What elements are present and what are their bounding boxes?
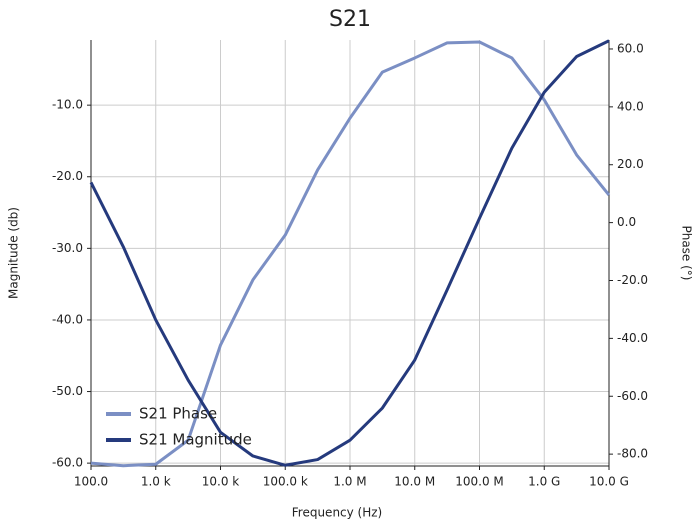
y2-tick-label: 0.0	[617, 215, 636, 229]
y-tick-label: -20.0	[52, 169, 83, 183]
y2-tick-label: 40.0	[617, 99, 644, 113]
y-tick-label: -30.0	[52, 241, 83, 255]
y-tick-label: -10.0	[52, 98, 83, 112]
x-tick-label: 100.0	[74, 475, 108, 489]
y2-axis-label: Phase (°)	[680, 225, 694, 280]
legend-label: S21 Magnitude	[139, 431, 252, 449]
series-line	[90, 40, 611, 468]
chart-title: S21	[329, 7, 371, 32]
legend-label: S21 Phase	[139, 405, 217, 423]
y-axis-label: Magnitude (db)	[7, 207, 21, 299]
y-tick-label: -60.0	[52, 456, 83, 470]
x-tick-label: 100.0 M	[455, 475, 504, 489]
x-tick-label: 10.0 k	[202, 475, 240, 489]
y2-tick-label: 60.0	[617, 41, 644, 55]
y-tick-label: -40.0	[52, 312, 83, 326]
x-tick-label: 1.0 k	[141, 475, 171, 489]
y2-tick-label: -60.0	[617, 389, 648, 403]
x-tick-label: 100.0 k	[263, 475, 308, 489]
x-tick-label: 10.0 M	[394, 475, 435, 489]
x-tick-label: 10.0 G	[589, 475, 629, 489]
x-tick-label: 1.0 G	[528, 475, 560, 489]
y2-tick-label: -20.0	[617, 273, 648, 287]
x-tick-label: 1.0 M	[333, 475, 366, 489]
series-line	[89, 39, 610, 467]
x-axis-label: Frequency (Hz)	[292, 506, 383, 520]
y2-tick-label: 20.0	[617, 157, 644, 171]
y2-tick-label: -40.0	[617, 331, 648, 345]
y-tick-label: -50.0	[52, 384, 83, 398]
y2-tick-label: -80.0	[617, 447, 648, 461]
